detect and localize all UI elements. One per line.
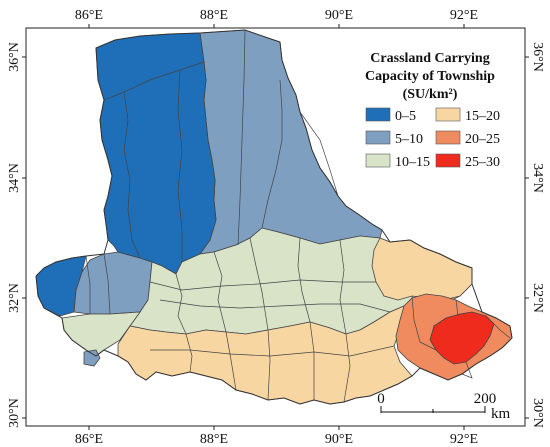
scale-bar-end-label: 200 bbox=[474, 391, 497, 407]
lat-label-right-32: 32°N bbox=[530, 283, 545, 313]
legend-swatch-10-15 bbox=[365, 153, 391, 168]
lon-label-bottom-92: 92°E bbox=[450, 432, 478, 447]
lon-label-bottom-88: 88°E bbox=[200, 432, 228, 447]
lat-label-right-30: 30°N bbox=[530, 398, 545, 428]
legend-label-20-25: 20–25 bbox=[465, 132, 500, 147]
legend-swatch-20-25 bbox=[435, 130, 461, 145]
legend-label-25-30: 25–30 bbox=[465, 155, 500, 170]
lat-label-left-36: 36°N bbox=[7, 42, 22, 72]
lon-label-bottom-90: 90°E bbox=[325, 432, 353, 447]
lat-label-right-36: 36°N bbox=[530, 42, 545, 72]
legend-label-10-15: 10–15 bbox=[395, 155, 430, 170]
lat-label-left-34: 34°N bbox=[7, 163, 22, 193]
small-island-feature bbox=[83, 349, 101, 367]
region-25-30-core bbox=[429, 311, 495, 365]
scale-bar: 0 200 km bbox=[377, 391, 510, 422]
legend: Crassland Carrying Capacity of Township … bbox=[365, 51, 500, 170]
legend-swatch-0-5 bbox=[365, 107, 391, 122]
study-area-outline bbox=[35, 29, 513, 405]
legend-label-5-10: 5–10 bbox=[395, 132, 423, 147]
lon-label-top-88: 88°E bbox=[200, 8, 228, 23]
legend-title-line-2: Capacity of Township bbox=[365, 69, 495, 84]
lat-label-left-32: 32°N bbox=[7, 283, 22, 313]
township-boundaries bbox=[85, 29, 511, 403]
scale-bar-start-label: 0 bbox=[377, 391, 385, 407]
top-tick-marks bbox=[22, 24, 529, 430]
lon-label-top-90: 90°E bbox=[325, 8, 353, 23]
legend-swatch-15-20 bbox=[435, 107, 461, 122]
lon-label-bottom-86: 86°E bbox=[75, 432, 103, 447]
legend-title-line-3: (SU/km²) bbox=[403, 87, 458, 102]
lat-label-left-30: 30°N bbox=[7, 398, 22, 428]
legend-label-0-5: 0–5 bbox=[395, 109, 416, 124]
scale-bar-unit-label: km bbox=[491, 406, 511, 422]
lon-label-top-92: 92°E bbox=[450, 8, 478, 23]
legend-label-15-20: 15–20 bbox=[465, 109, 500, 124]
legend-swatch-25-30 bbox=[435, 153, 461, 168]
region-0-5-northwest bbox=[95, 32, 217, 275]
lon-label-top-86: 86°E bbox=[75, 8, 103, 23]
legend-title-line-1: Crassland Carrying bbox=[370, 51, 489, 66]
lat-label-right-34: 34°N bbox=[530, 163, 545, 193]
legend-swatch-5-10 bbox=[365, 130, 391, 145]
